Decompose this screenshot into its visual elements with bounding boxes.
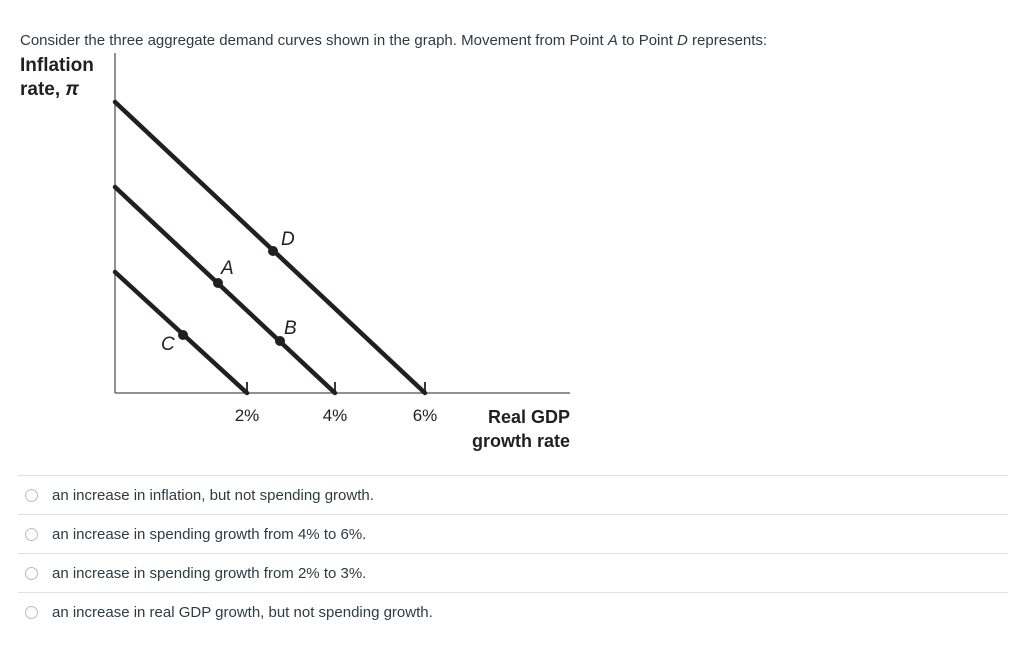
- point-d-reference: D: [677, 32, 688, 49]
- answer-option-3-label: an increase in spending growth from 2% t…: [52, 564, 367, 582]
- point-d-marker: [268, 246, 278, 256]
- radio-button-3[interactable]: [25, 566, 38, 580]
- radio-button-4[interactable]: [25, 605, 38, 619]
- point-a-reference: A: [607, 32, 618, 49]
- point-a-marker: [213, 278, 223, 288]
- x-tick-label-2pct: 2%: [234, 406, 260, 425]
- point-c-marker: [178, 330, 188, 340]
- point-label-a: A: [221, 258, 234, 279]
- y-axis-title-line1: Inflation: [20, 55, 94, 76]
- answer-option-4-label: an increase in real GDP growth, but not …: [52, 603, 433, 621]
- question-text-part: to Point: [617, 32, 678, 49]
- answer-option-1-label: an increase in inflation, but not spendi…: [52, 486, 374, 504]
- answer-option-3[interactable]: an increase in spending growth from 2% t…: [18, 553, 1008, 592]
- point-label-c: C: [161, 334, 175, 355]
- radio-button-1[interactable]: [25, 488, 38, 502]
- pi-symbol: π: [65, 79, 79, 100]
- radio-button-2[interactable]: [25, 527, 38, 541]
- x-axis-title: Real GDP growth rate: [420, 405, 570, 453]
- x-tick-label-4pct: 4%: [322, 406, 348, 425]
- x-axis-title-line1: Real GDP: [487, 407, 570, 427]
- ad-curve-middle: [112, 184, 338, 396]
- y-axis-title-line2: rate, π: [20, 79, 79, 100]
- answer-options-list: an increase in inflation, but not spendi…: [18, 475, 1008, 631]
- answer-option-4[interactable]: an increase in real GDP growth, but not …: [18, 592, 1008, 631]
- answer-option-1[interactable]: an increase in inflation, but not spendi…: [18, 475, 1008, 514]
- point-b-marker: [275, 336, 285, 346]
- aggregate-demand-graph: Inflation rate, π Real GDP growth rate 2…: [0, 0, 620, 460]
- question-text-part: Consider the three aggregate demand curv…: [20, 32, 608, 49]
- demand-curves-plot: [112, 53, 570, 396]
- question-text-part: represents:: [687, 32, 768, 49]
- point-label-d: D: [281, 229, 295, 250]
- x-tick-label-6pct: 6%: [412, 406, 438, 425]
- x-axis-title-line2: growth rate: [471, 431, 570, 451]
- answer-option-2-label: an increase in spending growth from 4% t…: [52, 525, 367, 543]
- question-text: Consider the three aggregate demand curv…: [20, 31, 980, 51]
- point-label-b: B: [284, 318, 297, 339]
- y-axis-title: Inflation rate, π: [20, 54, 94, 102]
- answer-option-2[interactable]: an increase in spending growth from 4% t…: [18, 514, 1008, 553]
